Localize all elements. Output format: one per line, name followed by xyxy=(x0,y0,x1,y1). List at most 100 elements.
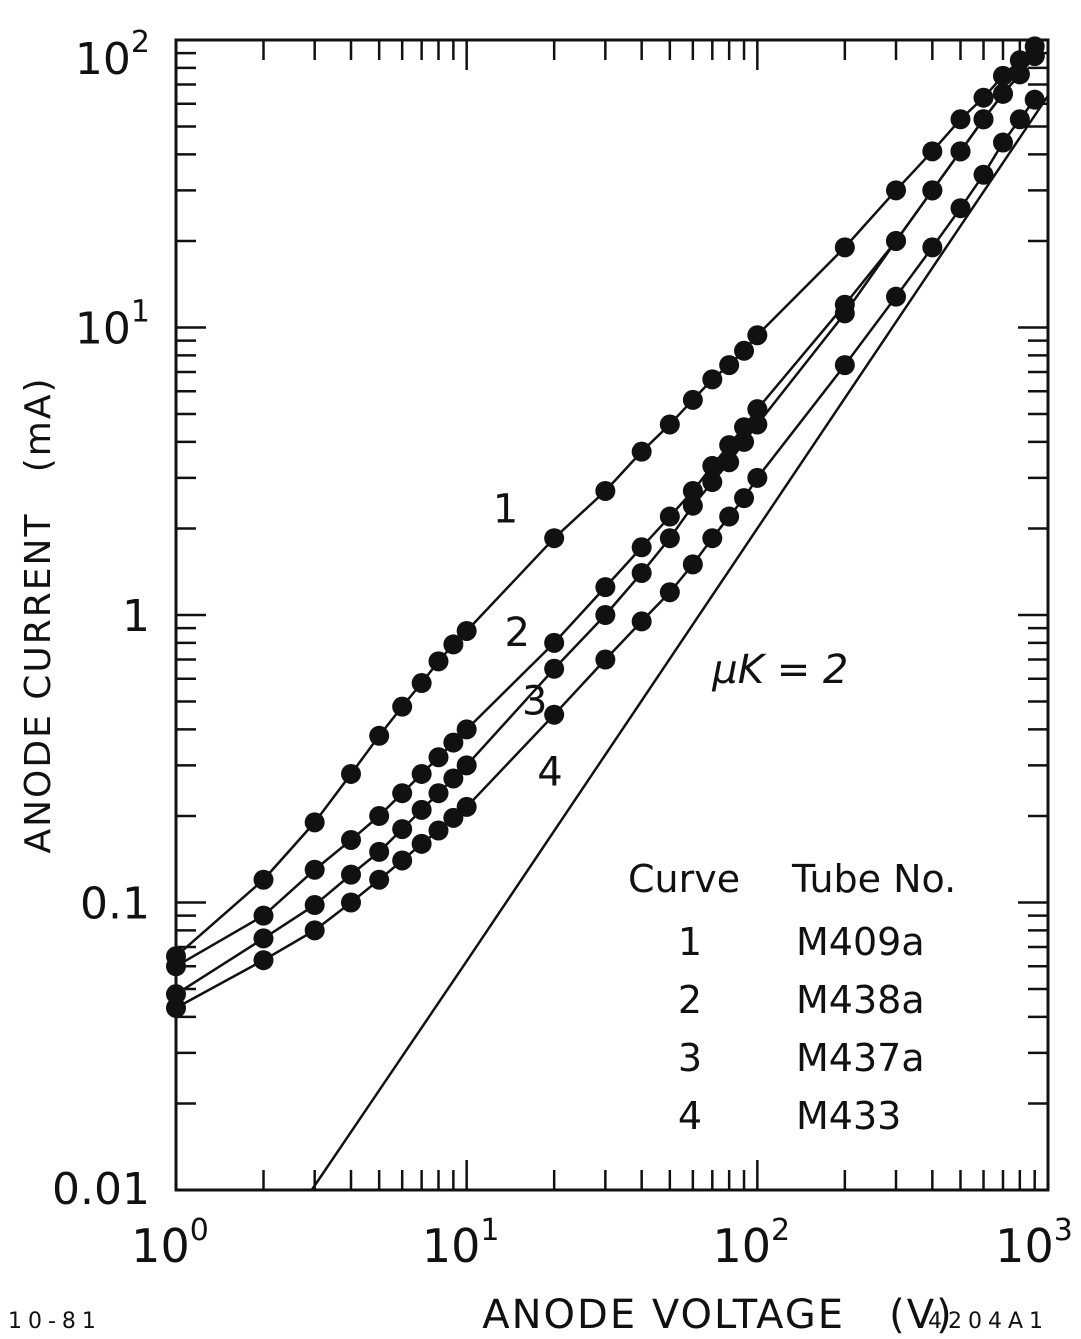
data-point xyxy=(411,833,432,854)
data-point xyxy=(369,805,390,826)
data-point xyxy=(411,673,432,694)
data-point xyxy=(428,783,449,804)
data-point xyxy=(304,859,325,880)
series-5 xyxy=(310,95,1050,1191)
curve-label: 3 xyxy=(522,679,547,725)
data-point xyxy=(659,414,680,435)
data-point xyxy=(304,895,325,916)
data-point xyxy=(719,506,740,527)
data-point xyxy=(253,928,274,949)
legend-curve-number: 2 xyxy=(678,978,702,1022)
plot-frame xyxy=(174,38,1050,1192)
data-point xyxy=(340,864,361,885)
data-point xyxy=(702,455,723,476)
data-point xyxy=(595,649,616,670)
legend-tube-number: M437a xyxy=(796,1036,925,1080)
legend-tube-number: M438a xyxy=(796,978,925,1022)
x-tick-label: 101 xyxy=(422,1213,500,1273)
data-point xyxy=(304,920,325,941)
data-point xyxy=(253,869,274,890)
legend-header-curve: Curve xyxy=(628,857,740,901)
data-point xyxy=(631,441,652,462)
data-point xyxy=(992,132,1013,153)
series-1 xyxy=(166,36,1045,967)
data-point xyxy=(719,355,740,376)
legend-curve-number: 3 xyxy=(678,1036,702,1080)
data-point xyxy=(886,286,907,307)
data-point xyxy=(1009,109,1030,130)
legend-table: Curve Tube No. 1 M409a 2 M438a 3 M437a 4 M433 xyxy=(628,857,956,1138)
data-point xyxy=(992,65,1013,86)
x-axis-label: ANODE VOLTAGE (V) xyxy=(482,1292,953,1338)
data-point xyxy=(950,141,971,162)
data-point xyxy=(443,768,464,789)
data-point xyxy=(682,554,703,575)
data-point xyxy=(411,799,432,820)
data-point xyxy=(369,725,390,746)
figure-id-code: 4204A1 xyxy=(928,1309,1050,1334)
curve-annotations: 1 2 3 4 μK = 2 xyxy=(493,486,849,795)
data-point xyxy=(595,605,616,625)
data-point xyxy=(544,528,565,549)
data-point xyxy=(428,747,449,768)
y-tick-label: 101 xyxy=(75,295,150,355)
data-point xyxy=(922,141,943,162)
data-point xyxy=(922,180,943,201)
data-point xyxy=(631,562,652,583)
legend-tube-number: M409a xyxy=(796,920,925,964)
data-point xyxy=(428,820,449,841)
data-point xyxy=(734,488,755,509)
series-4 xyxy=(166,89,1045,1018)
data-point xyxy=(702,369,723,390)
x-tick-label: 100 xyxy=(131,1213,209,1273)
y-tick-label: 1 xyxy=(122,591,150,642)
data-point xyxy=(719,435,740,456)
x-tick-label: 102 xyxy=(713,1213,791,1273)
data-point xyxy=(428,651,449,672)
data-point xyxy=(443,732,464,753)
data-point xyxy=(834,237,855,258)
data-point xyxy=(747,399,768,420)
data-point xyxy=(253,950,274,971)
data-point xyxy=(734,431,755,452)
data-point xyxy=(369,869,390,890)
data-point xyxy=(834,355,855,376)
data-point xyxy=(992,83,1013,104)
data-point xyxy=(719,452,740,473)
y-tick-label: 0.1 xyxy=(80,879,150,930)
series-2 xyxy=(166,45,1045,977)
data-point xyxy=(702,472,723,493)
data-point xyxy=(340,763,361,784)
data-point xyxy=(392,696,413,717)
legend-curve-number: 4 xyxy=(678,1094,702,1138)
data-point xyxy=(443,634,464,655)
data-point xyxy=(886,180,907,201)
data-point xyxy=(682,495,703,516)
data-point xyxy=(747,325,768,346)
figure-date-code: 10-81 xyxy=(8,1309,102,1334)
series-line xyxy=(175,45,1036,958)
curve-label: 1 xyxy=(493,486,518,532)
data-point xyxy=(886,230,907,251)
curve-label: 2 xyxy=(505,610,530,656)
legend-curve-number: 1 xyxy=(678,920,702,964)
series-line xyxy=(175,55,1036,968)
legend-header-tube: Tube No. xyxy=(791,857,956,901)
data-point xyxy=(834,303,855,324)
data-point xyxy=(456,719,477,740)
y-tick-label: 0.01 xyxy=(52,1164,150,1215)
data-point xyxy=(411,763,432,784)
data-point xyxy=(702,528,723,549)
reference-line xyxy=(310,95,1050,1191)
y-axis-label: ANODE CURRENT (mA) xyxy=(18,376,59,853)
data-point xyxy=(682,389,703,410)
legend-tube-number: M433 xyxy=(796,1094,901,1138)
y-tick-label: 102 xyxy=(75,25,150,85)
data-point xyxy=(747,467,768,488)
data-point xyxy=(392,783,413,804)
data-point xyxy=(392,819,413,840)
series-line xyxy=(175,55,1036,996)
data-point xyxy=(595,480,616,501)
data-point xyxy=(253,905,274,926)
data-point xyxy=(682,480,703,501)
